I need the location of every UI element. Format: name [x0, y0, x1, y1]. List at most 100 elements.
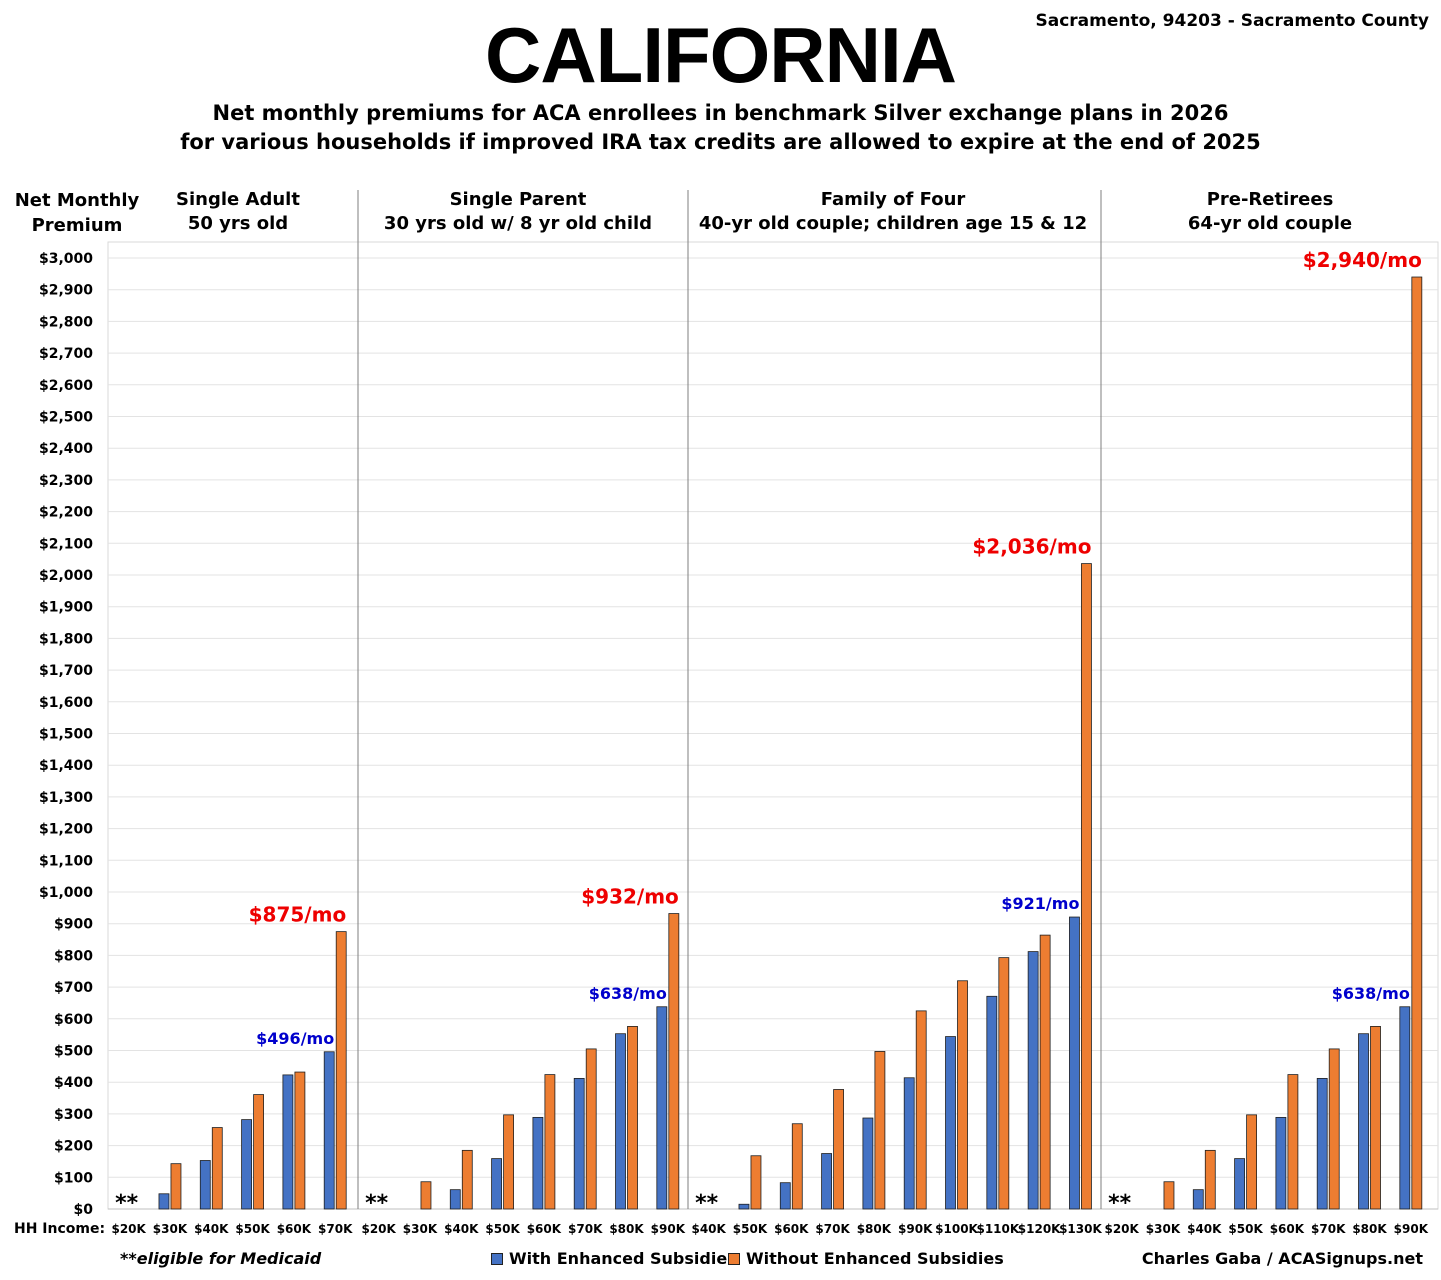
y-tick-label: $1,200 [39, 822, 93, 838]
x-tick-label: $90K [898, 1222, 933, 1236]
y-tick-label: $0 [74, 1202, 94, 1218]
medicaid-marker: ** [365, 1191, 389, 1216]
x-tick-label: $100K [935, 1222, 978, 1236]
x-tick-label: $70K [1311, 1222, 1346, 1236]
y-tick-label: $1,700 [39, 663, 93, 679]
x-tick-label: $30K [153, 1222, 188, 1236]
y-tick-label: $2,300 [39, 473, 93, 489]
x-tick-label: $70K [815, 1222, 850, 1236]
bar-without [957, 980, 968, 1210]
bar-without [1370, 1026, 1381, 1210]
annotation-with: $921/mo [1001, 894, 1079, 913]
y-tick-label: $2,100 [39, 536, 93, 552]
bar-without [1204, 1149, 1216, 1210]
bar-with [532, 1116, 544, 1210]
panel-title-line-2: 30 yrs old w/ 8 yr old child [384, 213, 652, 234]
bar-without [461, 1149, 473, 1210]
x-tick-label: $50K [733, 1222, 768, 1236]
y-tick-label: $2,900 [39, 283, 93, 299]
chart-subtitle-line-2: for various households if improved IRA t… [180, 130, 1261, 154]
x-tick-label: $90K [651, 1222, 686, 1236]
bar-with [1358, 1033, 1369, 1210]
legend-swatch-without [728, 1252, 740, 1265]
x-tick-label: $50K [235, 1222, 270, 1236]
bar-without [211, 1127, 223, 1210]
x-tick-label: $60K [277, 1222, 312, 1236]
bar-with [986, 995, 998, 1210]
y-tick-label: $600 [54, 1012, 93, 1028]
bar-without [503, 1114, 514, 1210]
y-tick-label: $1,500 [39, 727, 93, 743]
y-tick-label: $3,000 [39, 251, 93, 267]
panel-title-line-2: 64-yr old couple [1188, 213, 1352, 234]
y-axis-title-line-1: Net Monthly [15, 190, 140, 211]
bar-with [323, 1051, 335, 1210]
bar-with [1234, 1158, 1245, 1210]
x-tick-label: $110K [976, 1222, 1019, 1236]
bar-with [821, 1153, 832, 1210]
x-tick-label: $60K [774, 1222, 809, 1236]
x-tick-label: $20K [361, 1222, 396, 1236]
y-tick-label: $1,600 [39, 695, 93, 711]
bar-with [1316, 1077, 1328, 1210]
location-label: Sacramento, 94203 - Sacramento County [1035, 11, 1430, 31]
bar-without [627, 1026, 638, 1210]
bar-with [158, 1193, 170, 1210]
bar-without [335, 931, 347, 1210]
bar-with [656, 1006, 668, 1210]
bar-with [862, 1117, 874, 1210]
bar-with [903, 1077, 915, 1210]
x-axis-title: HH Income: [14, 1221, 105, 1237]
x-tick-label: $20K [1104, 1222, 1139, 1236]
x-tick-label: $40K [691, 1222, 726, 1236]
bar-without [915, 1010, 927, 1210]
x-tick-label: $50K [485, 1222, 520, 1236]
y-axis-title-line-2: Premium [32, 215, 123, 236]
bar-without [668, 913, 680, 1210]
bar-with [945, 1036, 956, 1210]
legend-item-without: Without Enhanced Subsidies [728, 1249, 1004, 1268]
x-tick-label: $80K [609, 1222, 644, 1236]
bar-with [1275, 1116, 1287, 1210]
annotation-with: $496/mo [256, 1029, 334, 1048]
y-tick-label: $2,400 [39, 441, 93, 457]
x-tick-label: $120K [1018, 1222, 1061, 1236]
bar-with [738, 1203, 750, 1210]
x-tick-label: $50K [1228, 1222, 1263, 1236]
y-tick-label: $900 [54, 917, 93, 933]
y-tick-label: $2,800 [39, 314, 93, 330]
y-tick-label: $2,500 [39, 410, 93, 426]
x-tick-label: $20K [111, 1222, 146, 1236]
annotation-without: $2,036/mo [972, 535, 1091, 559]
bar-without [294, 1071, 306, 1210]
panel-title-line-2: 50 yrs old [188, 213, 288, 234]
y-tick-label: $800 [54, 948, 93, 964]
x-tick-label: $80K [857, 1222, 892, 1236]
chart-title: CALIFORNIA [485, 11, 957, 99]
bar-without [1163, 1181, 1175, 1210]
bar-with [1399, 1006, 1411, 1210]
x-tick-label: $30K [1146, 1222, 1181, 1236]
x-tick-label: $40K [194, 1222, 229, 1236]
annotation-without: $2,940/mo [1303, 248, 1422, 272]
bar-with [199, 1160, 211, 1210]
bar-with [615, 1033, 626, 1210]
bar-without [253, 1094, 264, 1210]
x-tick-label: $40K [444, 1222, 479, 1236]
bar-without [750, 1155, 762, 1210]
panel-title-line-1: Single Adult [176, 189, 300, 210]
legend-swatch-with [491, 1252, 503, 1265]
bar-without [1039, 934, 1051, 1210]
y-tick-label: $400 [54, 1075, 93, 1091]
annotation-with: $638/mo [1332, 984, 1410, 1003]
y-tick-label: $2,700 [39, 346, 93, 362]
bar-without [585, 1048, 597, 1210]
bar-without [998, 957, 1010, 1210]
bar-without [420, 1181, 432, 1210]
chart-subtitle-line-1: Net monthly premiums for ACA enrollees i… [212, 101, 1229, 125]
panel-title-line-1: Pre-Retirees [1207, 189, 1334, 210]
bar-with [241, 1119, 252, 1210]
y-tick-label: $2,600 [39, 378, 93, 394]
panel-title-line-2: 40-yr old couple; children age 15 & 12 [699, 213, 1087, 234]
